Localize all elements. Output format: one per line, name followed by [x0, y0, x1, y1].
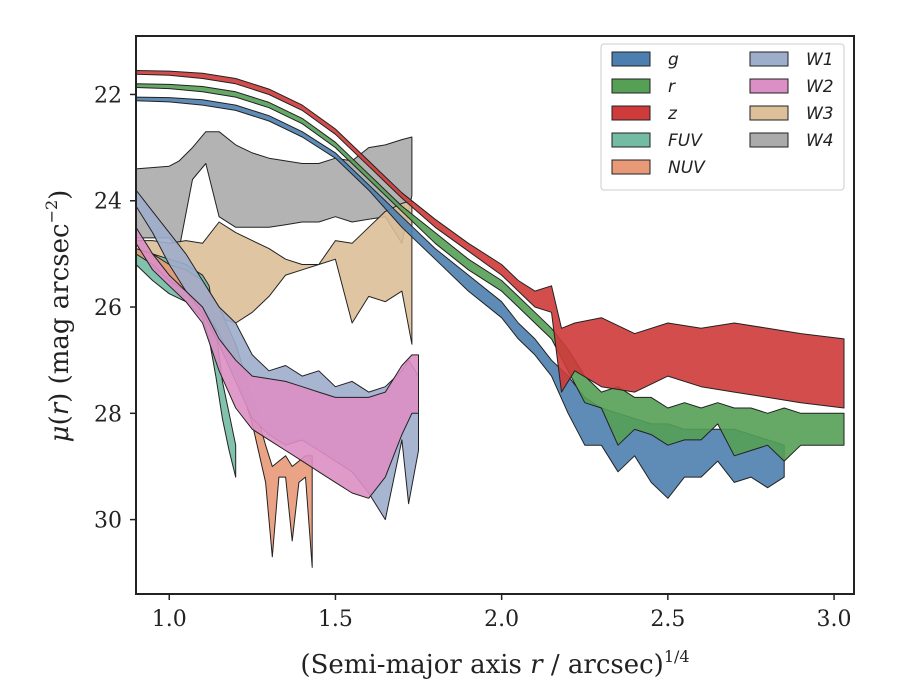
- y-axis-label-close: ): [45, 190, 75, 200]
- x-tick-label: 3.0: [817, 607, 852, 632]
- x-tick-label: 2.5: [650, 607, 685, 632]
- legend-label-nuv: NUV: [668, 158, 706, 178]
- series-bands: [136, 70, 845, 568]
- legend-swatch-fuv: [611, 132, 651, 148]
- band-w2: [136, 226, 419, 499]
- legend-swatch-w3: [749, 105, 789, 121]
- x-axis-label-exp: 1/4: [664, 647, 690, 666]
- legend-label-w1: W1: [806, 50, 834, 70]
- x-tick-label: 1.5: [318, 607, 353, 632]
- legend-swatch-g: [611, 51, 651, 67]
- y-axis-label-var: r: [45, 401, 75, 415]
- x-axis-label: (Semi-major axis r / arcsec)1/4: [300, 647, 689, 680]
- y-tick-label: 26: [94, 296, 122, 321]
- band-z: [136, 70, 845, 409]
- legend-label-z: z: [667, 104, 678, 124]
- legend-swatch-w2: [749, 78, 789, 94]
- y-axis-label: μ(r) (mag arcsec−2): [42, 190, 75, 443]
- x-axis-label-main: (Semi-major axis: [300, 650, 530, 680]
- y-tick-label: 22: [94, 83, 122, 108]
- legend-label-fuv: FUV: [668, 131, 703, 151]
- y-axis-label-mu: μ: [45, 425, 75, 442]
- legend-label-w2: W2: [806, 77, 834, 97]
- y-axis-label-exp: −2: [42, 200, 61, 224]
- x-axis-label-rest: / arcsec): [543, 650, 664, 680]
- band-r: [136, 83, 845, 462]
- y-tick-label: 24: [94, 190, 122, 215]
- x-axis-ticks: 1.0 1.5 2.0 2.5 3.0: [152, 594, 852, 632]
- legend-swatch-w4: [749, 132, 789, 148]
- y-axis-label-open: (: [45, 415, 75, 425]
- legend-swatch-r: [611, 78, 651, 94]
- plot-frame: [135, 35, 855, 595]
- x-tick-label: 2.0: [484, 607, 519, 632]
- y-tick-label: 30: [94, 509, 122, 534]
- y-axis-label-rest: ) (mag arcsec: [45, 223, 75, 402]
- band-g: [136, 96, 785, 499]
- legend-swatch-w1: [749, 51, 789, 67]
- x-tick-label: 1.0: [152, 607, 187, 632]
- y-axis-ticks: 22 24 26 28 30: [94, 83, 136, 534]
- legend-label-w3: W3: [806, 104, 834, 124]
- legend-swatch-z: [611, 105, 651, 121]
- legend-label-w4: W4: [806, 131, 834, 151]
- x-axis-label-var: r: [530, 650, 544, 680]
- legend: grz FUV NUV W1 W2 W3 W4: [600, 43, 845, 191]
- y-tick-label: 28: [94, 402, 122, 427]
- legend-label-g: g: [668, 50, 679, 70]
- legend-swatch-nuv: [611, 159, 651, 175]
- legend-label-r: r: [668, 77, 676, 97]
